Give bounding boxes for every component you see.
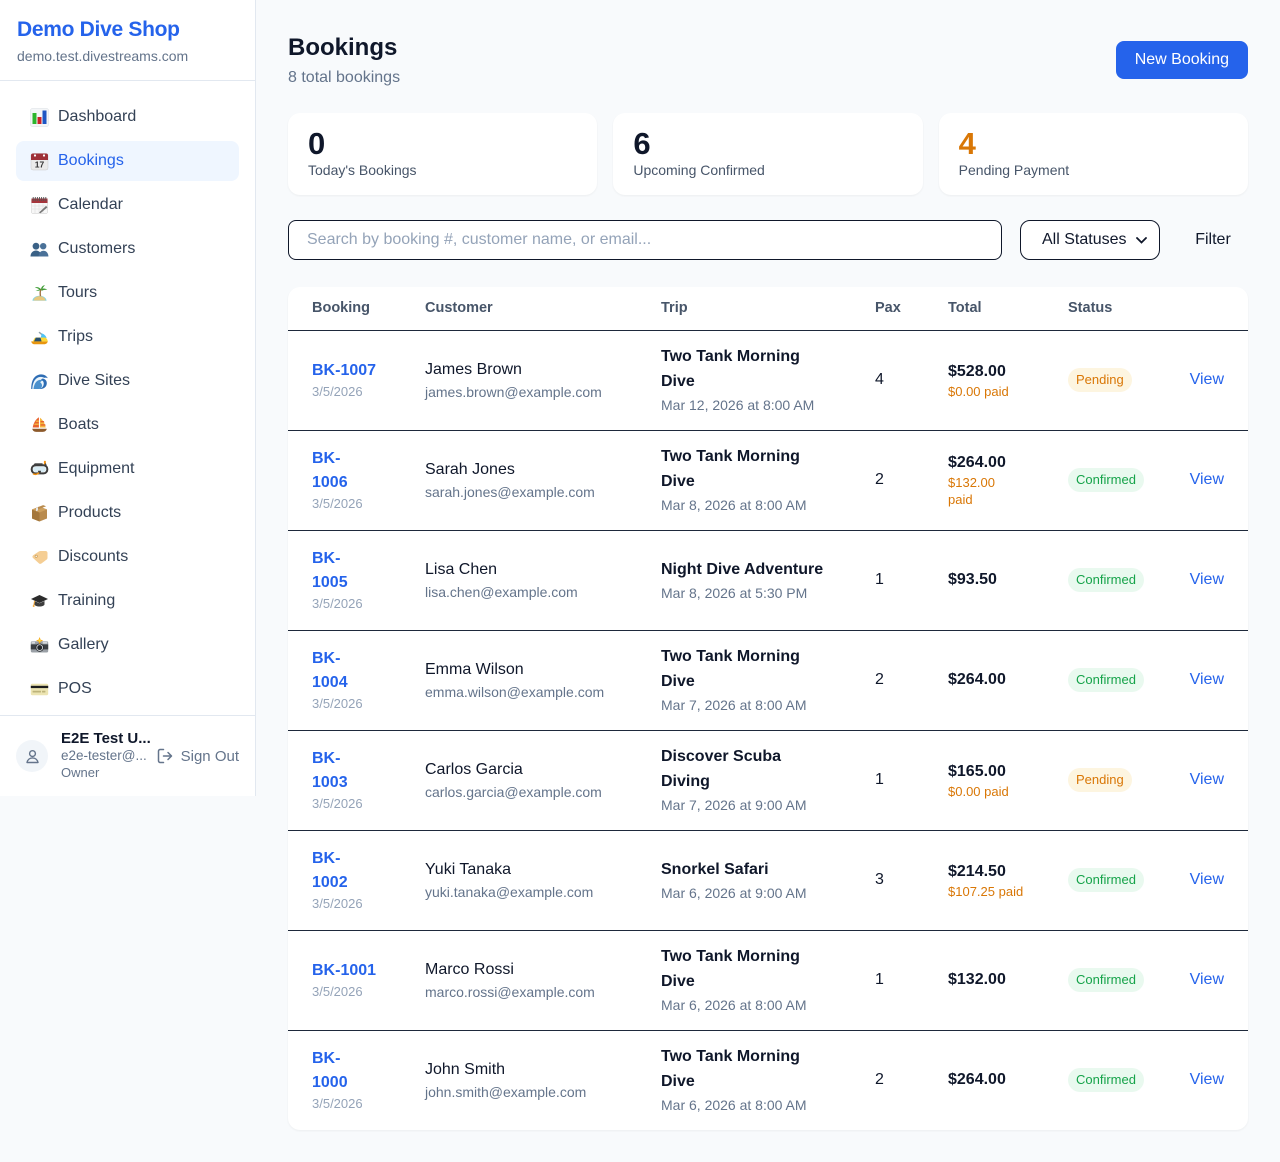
svg-text:17: 17 bbox=[35, 159, 45, 169]
